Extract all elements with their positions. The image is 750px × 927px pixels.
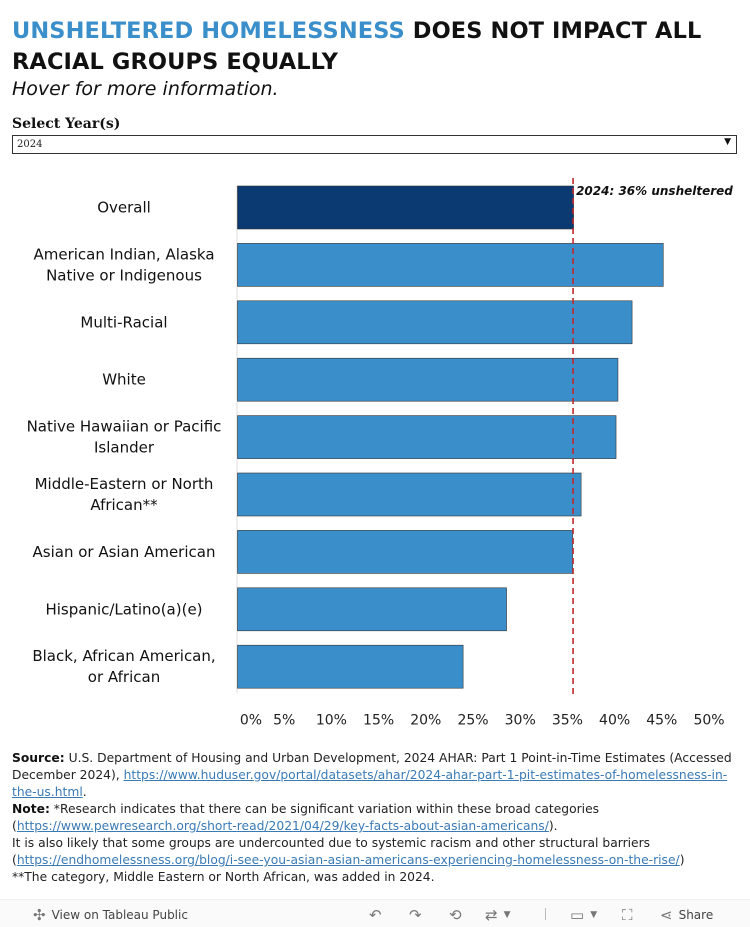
x-tick-label: 5%: [273, 713, 295, 729]
category-label-line: Islander: [94, 439, 155, 457]
share-label: Share: [678, 908, 714, 922]
note-2: It is also likely that some groups are u…: [12, 835, 742, 869]
note-3: **The category, Middle Eastern or North …: [12, 870, 435, 884]
bar[interactable]: [237, 530, 573, 574]
bar[interactable]: [237, 472, 582, 517]
year-filter-label: Select Year(s): [12, 116, 121, 132]
bar[interactable]: [237, 357, 619, 402]
bar-chart: Overall American Indian, Alaska Native or …: [27, 178, 733, 729]
category-label-line: African**: [90, 496, 158, 514]
fullscreen-icon: ⛶: [622, 906, 633, 924]
category-label-line: Native or Indigenous: [46, 266, 202, 284]
undo-button[interactable]: ↶: [369, 906, 382, 924]
fullscreen-button[interactable]: ⛶: [622, 906, 633, 924]
tableau-toolbar: ✣ View on Tableau Public ↶ ↷ ⟲ ⇄ ▼ ▭ ▼ ⛶ ⋖…: [0, 899, 750, 927]
category-label-line: Multi-Racial: [80, 313, 167, 331]
bar[interactable]: [237, 587, 507, 632]
title-rest: DOES NOT IMPACT ALL RACIAL GROUPS EQUALL…: [12, 18, 702, 75]
bar[interactable]: [237, 185, 574, 230]
monitor-icon: ▭: [570, 906, 585, 924]
chart-title: UNSHELTERED HOMELESSNESS DOES NOT IMPACT…: [12, 16, 742, 78]
toolbar-divider: [545, 908, 546, 920]
subtitle: Hover for more information.: [12, 78, 279, 100]
share-button[interactable]: ⋖ Share: [660, 906, 713, 924]
category-label: American Indian, Alaska Native or Indigen…: [33, 245, 214, 284]
refresh-button[interactable]: ⇄ ▼: [485, 906, 511, 924]
category-label: Asian or Asian American: [33, 543, 216, 561]
category-label-line: American Indian, Alaska: [33, 245, 214, 263]
revert-icon: ⟲: [449, 906, 462, 924]
x-tick-label: 15%: [363, 713, 394, 729]
view-on-tableau-label: View on Tableau Public: [51, 908, 188, 922]
source-end: .: [82, 785, 87, 799]
x-tick-label: 30%: [505, 713, 536, 729]
revert-button[interactable]: ⟲: [449, 906, 462, 924]
x-tick-label: 0%: [240, 713, 262, 729]
year-select[interactable]: 2024 ▼: [12, 135, 737, 154]
note-text: *Research indicates that there can be si…: [12, 802, 600, 833]
source-note: Source: U.S. Department of Housing and U…: [12, 750, 742, 801]
reference-line-label: 2024: 36% unsheltered: [576, 184, 733, 198]
bar[interactable]: [237, 243, 664, 287]
category-label: Hispanic/Latino(a)(e): [45, 600, 202, 618]
note-1: Note: *Research indicates that there can…: [12, 801, 742, 835]
title-accent: UNSHELTERED HOMELESSNESS: [12, 18, 405, 44]
view-on-tableau-button[interactable]: ✣ View on Tableau Public: [33, 906, 188, 924]
category-label-line: Overall: [97, 199, 151, 217]
category-label-line: Black, African American,: [32, 647, 215, 665]
x-tick-label: 50%: [693, 713, 724, 729]
refresh-icon: ⇄: [485, 906, 498, 924]
note2-end: ): [679, 853, 685, 867]
x-tick-label: 45%: [646, 713, 677, 729]
category-label: Native Hawaiian or Pacific Islander: [27, 418, 222, 457]
share-icon: ⋖: [660, 906, 673, 924]
tableau-logo-icon: ✣: [33, 906, 46, 924]
bar[interactable]: [237, 644, 464, 689]
x-tick-label: 10%: [316, 713, 347, 729]
device-preview-button[interactable]: ▭ ▼: [570, 906, 597, 924]
category-label: Overall: [97, 199, 151, 217]
year-select-value: 2024: [17, 139, 43, 150]
note-end: ).: [548, 819, 558, 833]
chevron-down-icon: ▼: [590, 910, 598, 920]
category-label-line: Asian or Asian American: [33, 543, 216, 561]
category-label: Middle-Eastern or North African**: [35, 475, 214, 514]
category-label-line: Hispanic/Latino(a)(e): [45, 600, 202, 618]
category-label: Black, African American, or African: [32, 647, 215, 686]
redo-button[interactable]: ↷: [409, 906, 422, 924]
source-label: Source:: [12, 751, 65, 765]
chevron-down-icon: ▼: [724, 137, 731, 147]
note-link[interactable]: https://www.pewresearch.org/short-read/2…: [16, 819, 549, 833]
x-tick-label: 40%: [599, 713, 630, 729]
category-label-line: White: [102, 371, 146, 389]
redo-icon: ↷: [409, 906, 422, 924]
note-label: Note:: [12, 802, 50, 816]
source-text: U.S. Department of Housing and Urban Dev…: [12, 751, 732, 782]
x-tick-label: 35%: [552, 713, 583, 729]
x-tick-label: 25%: [457, 713, 488, 729]
note2-text: It is also likely that some groups are u…: [12, 836, 651, 867]
category-label-line: Native Hawaiian or Pacific: [27, 418, 222, 436]
category-label-line: Middle-Eastern or North: [35, 475, 214, 493]
bar[interactable]: [237, 300, 633, 345]
source-link[interactable]: https://www.huduser.gov/portal/datasets/…: [12, 768, 728, 799]
category-label: Multi-Racial: [80, 313, 167, 331]
category-label-line: or African: [88, 668, 160, 686]
undo-icon: ↶: [369, 906, 382, 924]
bar[interactable]: [237, 415, 617, 459]
category-label: White: [102, 371, 146, 389]
footer-notes: Source: U.S. Department of Housing and U…: [12, 750, 742, 886]
note2-link[interactable]: https://endhomelessness.org/blog/i-see-y…: [16, 853, 680, 867]
x-tick-label: 20%: [410, 713, 441, 729]
chevron-down-icon: ▼: [503, 910, 511, 920]
